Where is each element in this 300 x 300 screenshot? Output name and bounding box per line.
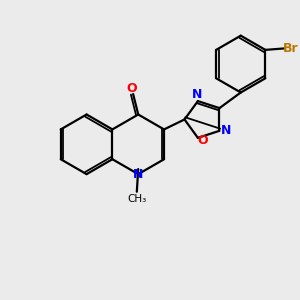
Text: O: O xyxy=(198,134,208,147)
Text: O: O xyxy=(126,82,137,95)
Text: N: N xyxy=(192,88,202,101)
Text: N: N xyxy=(133,168,143,181)
Text: Br: Br xyxy=(283,42,299,55)
Text: N: N xyxy=(220,124,231,137)
Text: CH₃: CH₃ xyxy=(127,194,146,204)
